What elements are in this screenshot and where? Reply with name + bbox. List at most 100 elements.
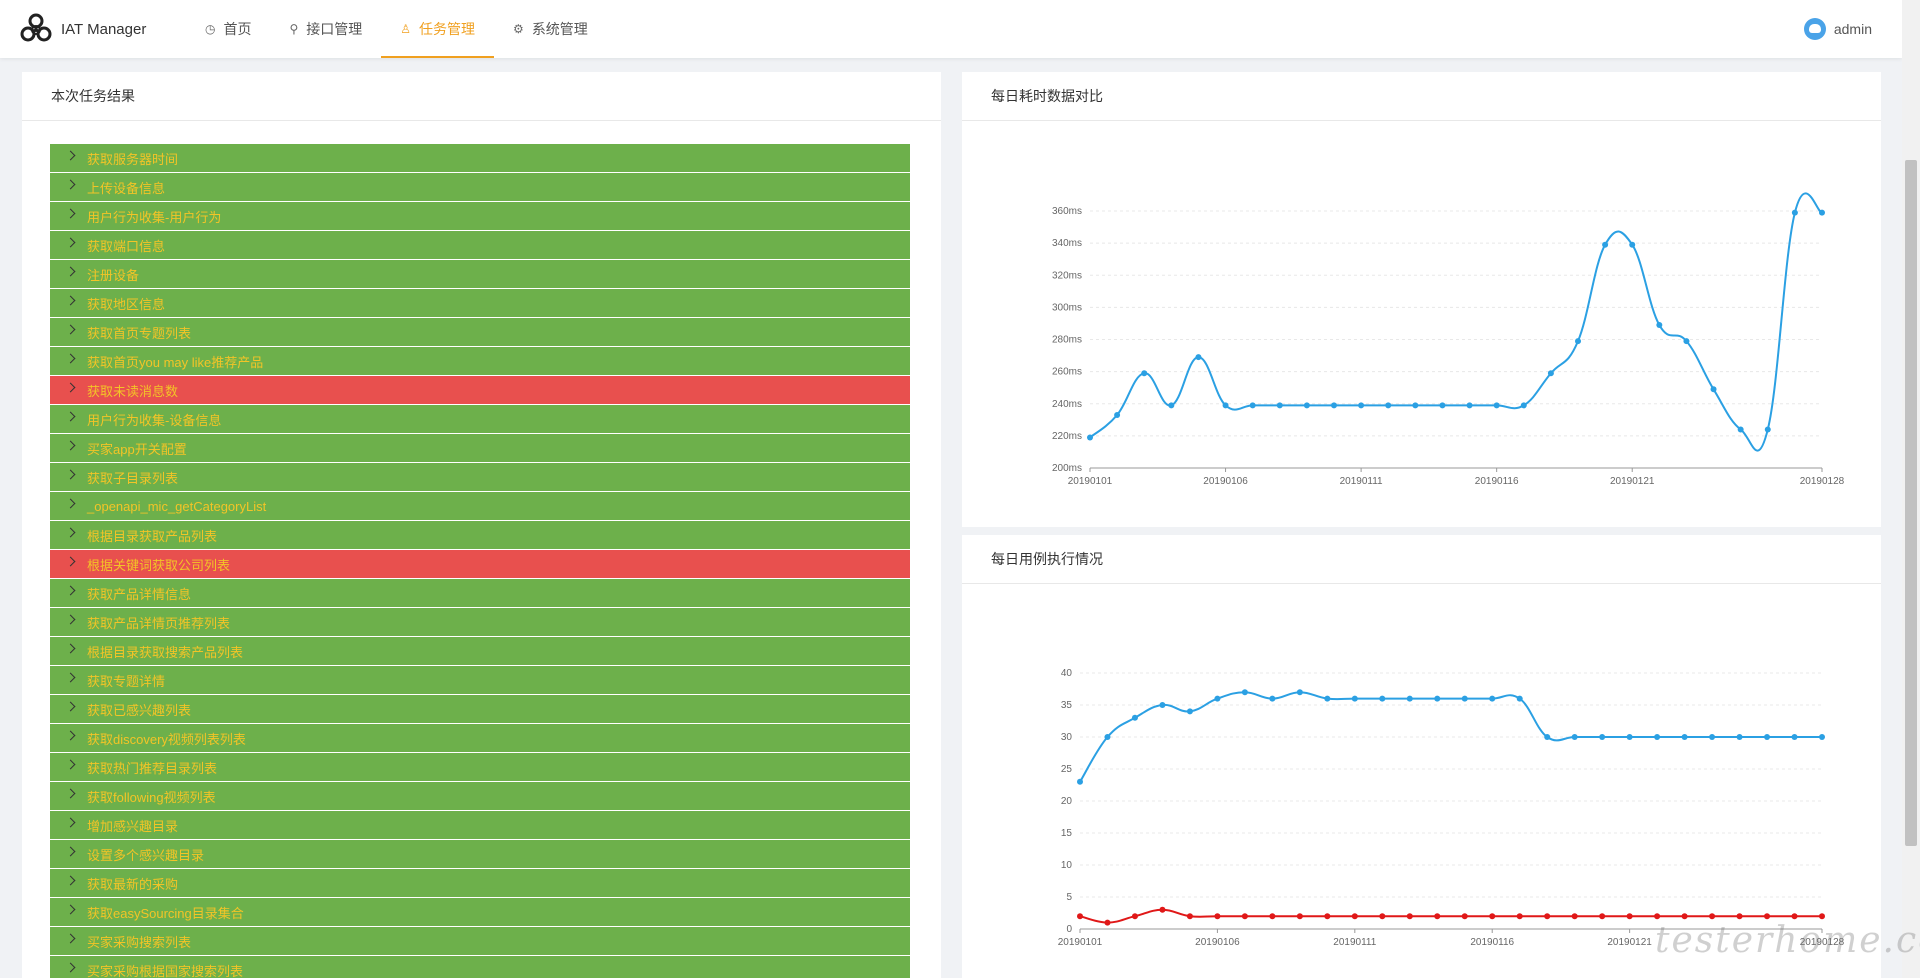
task-row[interactable]: 买家采购搜索列表 [50,927,910,956]
task-row[interactable]: 增加感兴趣目录 [50,811,910,840]
data-point[interactable] [1791,734,1798,740]
data-point[interactable] [1681,734,1688,740]
data-point[interactable] [1710,386,1717,393]
data-point[interactable] [1303,402,1310,409]
data-point[interactable] [1489,913,1496,920]
data-point[interactable] [1296,689,1303,696]
task-row[interactable]: 获取未读消息数 [50,376,910,405]
data-point[interactable] [1599,734,1606,740]
data-point[interactable] [1331,402,1337,409]
data-point[interactable] [1461,695,1468,702]
data-point[interactable] [1516,695,1523,702]
task-row[interactable]: 设置多个感兴趣目录 [50,840,910,869]
task-row[interactable]: 获取专题详情 [50,666,910,695]
data-point[interactable] [1087,434,1093,441]
data-point[interactable] [1629,241,1636,248]
data-point[interactable] [1489,695,1496,702]
data-point[interactable] [1736,913,1743,920]
task-row[interactable]: 获取地区信息 [50,289,910,318]
data-point[interactable] [1654,734,1661,740]
data-point[interactable] [1439,402,1446,409]
data-point[interactable] [1406,913,1413,920]
data-point[interactable] [1141,370,1148,377]
data-point[interactable] [1571,913,1578,920]
data-point[interactable] [1131,714,1138,721]
data-point[interactable] [1269,695,1276,702]
data-point[interactable] [1412,402,1419,409]
data-point[interactable] [1077,778,1083,785]
data-point[interactable] [1764,426,1771,433]
data-point[interactable] [1516,913,1523,920]
task-row[interactable]: 获取following视频列表 [50,782,910,811]
data-point[interactable] [1764,913,1771,920]
task-row[interactable]: 根据关键词获取公司列表 [50,550,910,579]
data-point[interactable] [1385,402,1392,409]
data-point[interactable] [1159,702,1166,708]
data-point[interactable] [1131,913,1138,920]
data-point[interactable] [1764,734,1771,740]
data-point[interactable] [1493,402,1500,409]
task-row[interactable]: 注册设备 [50,260,910,289]
task-row[interactable]: 获取easySourcing目录集合 [50,898,910,927]
data-point[interactable] [1737,426,1744,433]
data-point[interactable] [1819,209,1825,216]
task-row[interactable]: 买家app开关配置 [50,434,910,463]
task-row[interactable]: 上传设备信息 [50,173,910,202]
data-point[interactable] [1626,734,1633,740]
data-point[interactable] [1324,913,1331,920]
nav-item-2[interactable]: ♙ 任务管理 [381,0,494,58]
task-row[interactable]: 用户行为收集-用户行为 [50,202,910,231]
task-row[interactable]: 获取产品详情页推荐列表 [50,608,910,637]
scrollbar-thumb[interactable] [1905,160,1917,846]
data-point[interactable] [1602,241,1609,248]
task-row[interactable]: 获取discovery视频列表列表 [50,724,910,753]
data-point[interactable] [1241,913,1248,920]
data-point[interactable] [1626,913,1633,920]
nav-item-1[interactable]: ⚲ 接口管理 [270,0,381,58]
data-point[interactable] [1186,913,1193,920]
data-point[interactable] [1379,913,1386,920]
data-point[interactable] [1276,402,1283,409]
data-point[interactable] [1296,913,1303,920]
data-point[interactable] [1791,913,1798,920]
data-point[interactable] [1358,402,1365,409]
task-row[interactable]: 获取最新的采购 [50,869,910,898]
task-row[interactable]: 获取首页you may like推荐产品 [50,347,910,376]
data-point[interactable] [1819,734,1825,740]
task-row[interactable]: 获取服务器时间 [50,144,910,173]
data-point[interactable] [1114,411,1121,418]
data-point[interactable] [1547,370,1554,377]
data-point[interactable] [1214,913,1221,920]
data-point[interactable] [1159,906,1166,913]
data-point[interactable] [1214,695,1221,702]
data-point[interactable] [1575,338,1581,345]
data-point[interactable] [1709,913,1716,920]
data-point[interactable] [1819,913,1825,920]
task-row[interactable]: 获取端口信息 [50,231,910,260]
data-point[interactable] [1351,913,1358,920]
data-point[interactable] [1104,734,1111,740]
data-point[interactable] [1168,402,1175,409]
task-row[interactable]: 获取首页专题列表 [50,318,910,347]
data-point[interactable] [1249,402,1256,409]
data-point[interactable] [1683,338,1690,345]
data-point[interactable] [1434,913,1441,920]
nav-item-3[interactable]: ⚙ 系统管理 [494,0,607,58]
task-row[interactable]: 根据目录获取搜索产品列表 [50,637,910,666]
data-point[interactable] [1104,919,1111,926]
data-point[interactable] [1379,695,1386,702]
data-point[interactable] [1466,402,1473,409]
data-point[interactable] [1736,734,1743,740]
task-row[interactable]: 获取子目录列表 [50,463,910,492]
data-point[interactable] [1709,734,1716,740]
data-point[interactable] [1656,322,1663,329]
task-row[interactable]: _openapi_mic_getCategoryList [50,492,910,521]
data-point[interactable] [1241,689,1248,696]
data-point[interactable] [1269,913,1276,920]
user-menu[interactable]: admin [1803,0,1872,58]
data-point[interactable] [1544,913,1551,920]
task-row[interactable]: 获取产品详情信息 [50,579,910,608]
data-point[interactable] [1324,695,1331,702]
app-logo[interactable]: IAT Manager [20,13,180,45]
nav-item-0[interactable]: ◷ 首页 [186,0,270,58]
